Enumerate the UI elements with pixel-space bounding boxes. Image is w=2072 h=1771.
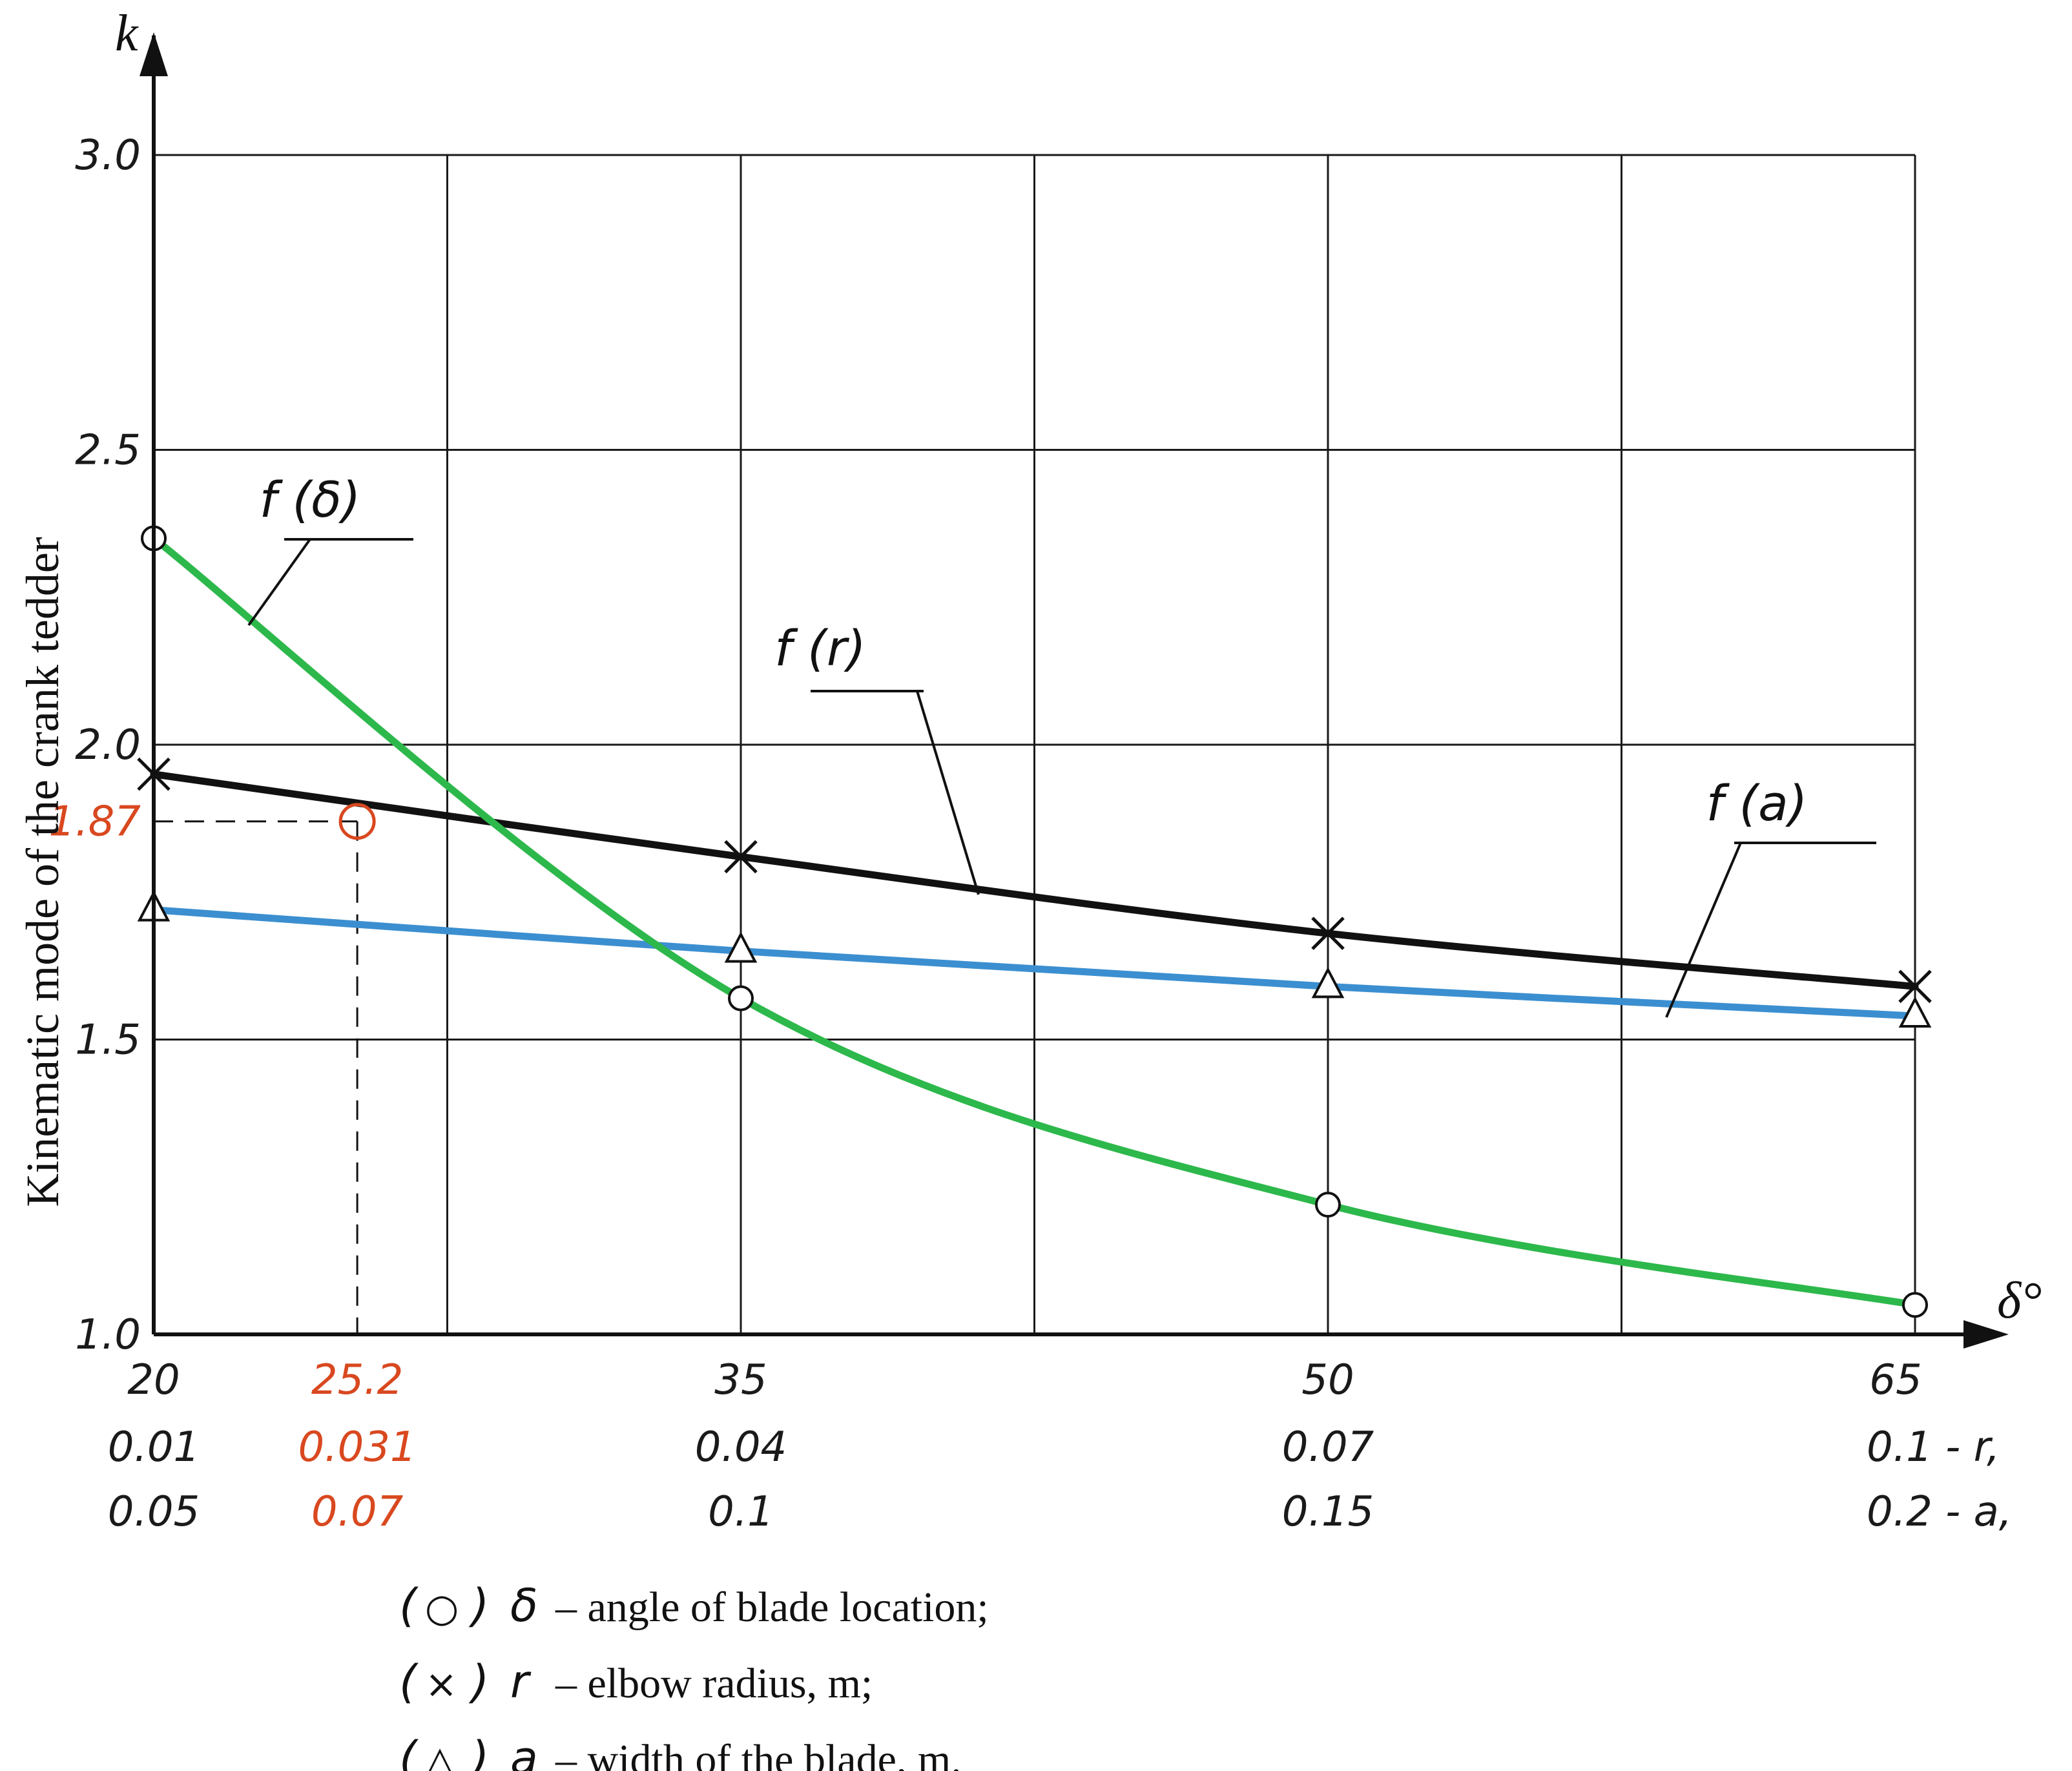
grid xyxy=(154,154,1916,1334)
x-tick-label-a: 0.1 xyxy=(708,1488,774,1536)
data-point-circle xyxy=(1315,1192,1341,1218)
y-axis-symbol: k xyxy=(115,5,139,62)
legend-symbol: a xyxy=(510,1732,538,1771)
x-tick-label-δ: 25.2 xyxy=(311,1356,404,1404)
legend-text: – elbow radius, m; xyxy=(555,1660,873,1707)
curve-label: f (a) xyxy=(1706,774,1808,832)
y-tick-label: 2.0 xyxy=(75,721,141,769)
curve-label-leader xyxy=(1665,842,1742,1018)
x-tick-label-δ: 20 xyxy=(127,1356,180,1404)
legend-text: – width of the blade, m. xyxy=(555,1736,962,1771)
legend-paren-open: ( xyxy=(399,1655,419,1708)
data-point-triangle xyxy=(1898,996,1932,1028)
legend-marker-icon: △ xyxy=(425,1738,455,1771)
x-tick-label-a: 0.2 - a, xyxy=(1867,1488,2012,1536)
axes xyxy=(140,32,2009,1349)
legend-text: – angle of blade location; xyxy=(555,1584,989,1631)
legend-paren-close: ) xyxy=(468,1579,489,1632)
series-line-circle xyxy=(150,534,1919,1309)
data-point-cross xyxy=(1898,969,1932,1004)
legend-marker-icon: × xyxy=(425,1662,457,1707)
data-point-triangle xyxy=(724,931,758,963)
highlight-point xyxy=(338,803,376,840)
legend-symbol: r xyxy=(510,1655,532,1708)
curve-label: f (r) xyxy=(774,619,865,677)
x-tick-label-a: 0.05 xyxy=(108,1488,200,1536)
data-point-triangle xyxy=(1311,967,1345,999)
legend-marker-icon: ○ xyxy=(425,1586,459,1631)
x-tick-label-δ: 65 xyxy=(1869,1356,1922,1404)
legend-paren-close: ) xyxy=(468,1655,489,1708)
data-point-circle xyxy=(1902,1292,1928,1318)
x-axis-symbol: δ° xyxy=(1997,1272,2042,1329)
series-markers xyxy=(137,525,1932,1318)
highlight-guides xyxy=(154,820,358,1334)
curve-label: f (δ) xyxy=(260,471,361,528)
y-axis-title: Kinematic mode of the crank tedder xyxy=(17,537,68,1207)
y-tick-label: 3.0 xyxy=(75,132,141,180)
x-tick-labels: 20 25.2 35 50 65 0.01 0.031 0.04 0.07 0.1 - r, 0.0… xyxy=(108,1356,2012,1536)
curve-label-leader xyxy=(247,538,311,627)
highlight-y-label: 1.87 xyxy=(49,798,141,846)
x-axis-arrow xyxy=(1963,1320,2009,1349)
series-line-x xyxy=(150,771,1919,990)
legend-paren-close: ) xyxy=(468,1732,489,1771)
x-tick-label-r: 0.04 xyxy=(695,1424,787,1471)
x-tick-label-a: 0.15 xyxy=(1282,1488,1374,1536)
y-axis-arrow xyxy=(140,32,168,76)
x-tick-label-r: 0.031 xyxy=(298,1424,417,1471)
x-tick-label-δ: 35 xyxy=(714,1356,767,1404)
legend-paren-open: ( xyxy=(399,1732,419,1771)
x-tick-label-δ: 50 xyxy=(1301,1356,1354,1404)
x-tick-label-r: 0.01 xyxy=(108,1424,200,1471)
series-line-triangle xyxy=(150,906,1919,1020)
legend-paren-open: ( xyxy=(399,1579,419,1632)
series-lines xyxy=(150,534,1919,1309)
legend: (○) δ – angle of blade location;(×) r – elbo… xyxy=(399,1579,989,1771)
x-tick-label-r: 0.07 xyxy=(1282,1424,1374,1471)
y-tick-label: 1.5 xyxy=(75,1017,141,1064)
data-point-cross xyxy=(1311,917,1345,950)
x-tick-label-r: 0.1 - r, xyxy=(1867,1424,2000,1471)
y-tick-label: 2.5 xyxy=(75,427,141,475)
curve-label-leader xyxy=(916,690,980,895)
data-point-cross xyxy=(724,840,758,874)
curve-labels: f (δ) f (r) f (a) xyxy=(247,471,1876,1018)
legend-symbol: δ xyxy=(510,1579,538,1632)
data-point-circle xyxy=(728,985,754,1011)
y-tick-label: 1.0 xyxy=(75,1311,141,1359)
y-tick-labels: 1.0 1.5 2.0 2.5 3.0 1.87 xyxy=(49,132,141,1359)
x-tick-label-a: 0.07 xyxy=(311,1488,404,1536)
